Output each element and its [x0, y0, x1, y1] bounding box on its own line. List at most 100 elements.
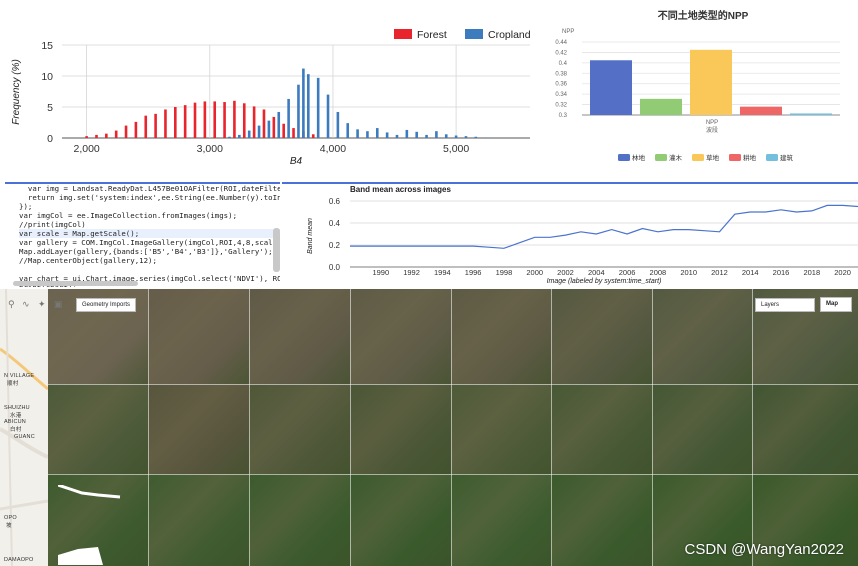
gallery-tile: [148, 384, 249, 474]
band-x-tick: 2016: [773, 268, 790, 277]
band-chart-y-label: Band mean: [307, 218, 314, 254]
band-chart-top-border: [282, 182, 858, 184]
cropland-bar: [277, 111, 281, 138]
forest-bar: [252, 106, 256, 138]
cropland-bar: [385, 132, 389, 138]
npp-bar: [590, 60, 632, 115]
npp-y-tick: 0.44: [555, 40, 567, 46]
band-x-tick: 1996: [465, 268, 482, 277]
cropland-bar: [454, 135, 458, 138]
npp-y-tick: 0.4: [559, 61, 568, 67]
forest-bar: [242, 103, 246, 138]
editor-horizontal-scrollbar[interactable]: [13, 281, 138, 286]
geometry-imports-button[interactable]: Geometry Imports: [76, 298, 136, 312]
code-line[interactable]: return img.set('system:index',ee.String(…: [19, 193, 280, 202]
gallery-tile: [48, 384, 148, 474]
cropland-bar: [287, 98, 290, 138]
map-panel[interactable]: N VILLAGE 顺村 SHUIZHU 水港 ABICUN 白村 GUANC …: [0, 289, 858, 566]
forest-bar: [193, 102, 197, 138]
npp-y-tick: 0.3: [559, 113, 568, 119]
cropland-bar: [435, 131, 438, 138]
gallery-tile: [249, 384, 350, 474]
forest-bar: [233, 100, 236, 138]
code-line[interactable]: [19, 265, 280, 274]
line-tool-icon[interactable]: ∿: [22, 299, 30, 309]
code-line[interactable]: //Map.centerObject(gallery,12);: [19, 256, 157, 265]
gallery-tile: [451, 384, 551, 474]
histogram-y-tick: 5: [47, 102, 53, 114]
band-x-tick: 2008: [650, 268, 667, 277]
cropland-bar: [238, 134, 241, 138]
cropland-bar: [395, 134, 399, 138]
place-label: OPO: [4, 515, 17, 521]
code-line[interactable]: Map.addLayer(gallery,{bands:['B5','B4','…: [19, 247, 273, 256]
forest-bar: [203, 101, 207, 138]
code-lines[interactable]: var img = Landsat.ReadyDat.L457Be01OAFil…: [5, 184, 280, 287]
npp-legend-label: 草地: [706, 153, 720, 162]
code-line[interactable]: var scale = Map.getScale();: [19, 229, 280, 238]
gallery-tile: [350, 384, 451, 474]
geometry-shape[interactable]: [58, 485, 128, 565]
npp-bar: [740, 106, 782, 115]
cropland-bar: [247, 130, 251, 138]
gallery-gridline-v: [148, 289, 149, 566]
place-label: N VILLAGE: [4, 373, 35, 379]
place-label: DAMAOPO: [4, 557, 34, 563]
code-line[interactable]: //print(imgCol): [19, 220, 86, 229]
place-label: ABICUN: [4, 419, 26, 425]
code-line[interactable]: var imgCol = ee.ImageCollection.fromImag…: [19, 211, 238, 220]
map-type-button[interactable]: Map: [820, 297, 852, 312]
csdn-watermark: CSDN @WangYan2022: [684, 541, 844, 558]
code-line[interactable]: var gallery = COM.ImgCol.ImageGallery(im…: [19, 238, 280, 247]
gallery-tile: [752, 384, 858, 474]
npp-bar: [640, 98, 682, 115]
histogram-x-tick: 2,000: [73, 143, 99, 155]
forest-bar: [95, 134, 98, 138]
npp-y-tick: 0.34: [555, 92, 567, 98]
gallery-tile: [350, 289, 451, 384]
band-x-tick: 1998: [496, 268, 513, 277]
gallery-tile: [752, 474, 858, 566]
rectangle-tool-icon[interactable]: ▣: [54, 299, 63, 309]
cropland-bar: [425, 134, 428, 138]
band-chart-x-label: Image (labeled by system:time_start): [547, 278, 662, 285]
legend-swatch-cropland: [465, 29, 483, 39]
gallery-gridline-v: [451, 289, 452, 566]
gallery-tile: [148, 474, 249, 566]
cropland-bar: [444, 134, 448, 138]
cropland-bar: [356, 129, 359, 138]
npp-legend-swatch: [655, 154, 667, 161]
place-label: 白村: [10, 427, 22, 433]
band-y-tick: 0.6: [329, 197, 341, 206]
legend-label-cropland: Cropland: [488, 29, 531, 41]
gallery-tile: [652, 384, 752, 474]
npp-y-tick: 0.32: [555, 103, 567, 109]
gallery-tile: [350, 474, 451, 566]
npp-y-tick: 0.36: [555, 82, 567, 88]
cropland-bar: [326, 94, 330, 138]
forest-bar: [124, 125, 128, 138]
band-x-tick: 2010: [680, 268, 697, 277]
editor-vertical-scrollbar[interactable]: [273, 228, 280, 272]
forest-bar: [164, 109, 167, 138]
code-line[interactable]: var chart = ui.Chart.image.series(imgCol…: [19, 274, 280, 283]
gallery-tile: [652, 474, 752, 566]
forest-bar: [174, 107, 177, 138]
band-x-tick: 2006: [619, 268, 636, 277]
npp-legend-label: 林地: [632, 153, 646, 162]
code-line[interactable]: var img = Landsat.ReadyDat.L457Be01OAFil…: [19, 184, 280, 193]
polygon-tool-icon[interactable]: ✦: [38, 299, 46, 309]
gallery-gridline-v: [350, 289, 351, 566]
point-marker-icon[interactable]: ⚲: [8, 299, 15, 309]
layers-button[interactable]: Layers: [755, 298, 815, 312]
npp-x-axis-name: 波段: [706, 126, 718, 134]
band-x-tick: 2002: [557, 268, 574, 277]
place-label: GUANC: [14, 434, 35, 440]
npp-legend-label: 建筑: [780, 153, 794, 162]
code-line[interactable]: });: [19, 202, 33, 211]
histogram-y-tick: 0: [47, 133, 53, 145]
gallery-tile: [249, 474, 350, 566]
cropland-bar: [464, 136, 468, 138]
code-editor[interactable]: var img = Landsat.ReadyDat.L457Be01OAFil…: [5, 182, 280, 287]
forest-bar: [144, 115, 148, 138]
